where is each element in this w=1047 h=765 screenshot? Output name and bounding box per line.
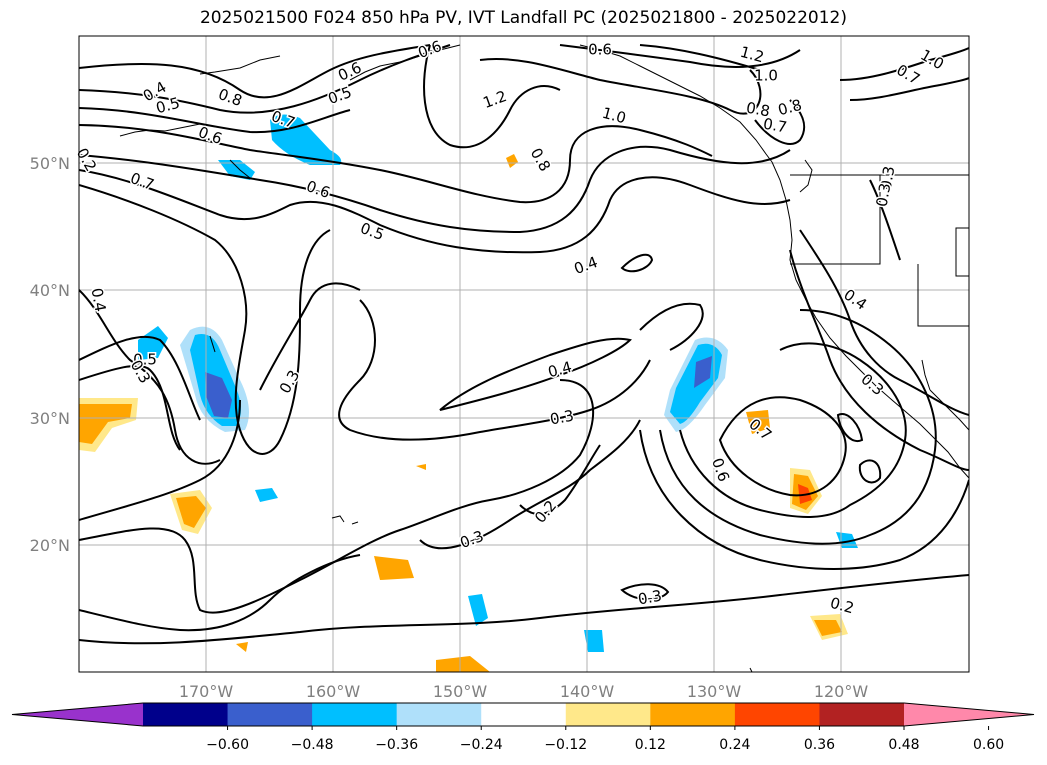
colorbar-extend-high <box>904 703 1034 726</box>
contour-label: 0.3 <box>877 165 899 192</box>
anomaly-patch <box>79 404 132 444</box>
anomaly-patch <box>746 410 770 434</box>
colorbar-swatch <box>734 703 820 726</box>
lat-label: 50°N <box>30 154 70 173</box>
colorbar-tick-label: −0.36 <box>375 737 418 753</box>
anomaly-patch <box>416 464 426 470</box>
colorbar-tick-label: 0.12 <box>635 737 666 753</box>
anomaly-patch <box>374 556 414 580</box>
colorbar-swatch <box>819 703 905 726</box>
anomaly-patch <box>436 656 490 672</box>
anomaly-patch <box>138 326 168 360</box>
longitude-labels: 170°W 160°W 150°W 140°W 130°W 120°W <box>179 682 869 701</box>
colorbar-outline <box>11 702 1035 727</box>
anomaly-patch <box>694 356 712 388</box>
colorbar-tick-label: −0.60 <box>206 737 249 753</box>
colorbar-swatch <box>227 703 313 726</box>
lon-label: 140°W <box>560 682 615 701</box>
anomaly-patch <box>270 114 342 165</box>
lon-label: 130°W <box>687 682 742 701</box>
colorbar: −0.60 −0.48 −0.36 −0.24 −0.12 0.12 0.24 0.36 0.4… <box>11 702 1035 753</box>
colorbar-tick-label: −0.12 <box>544 737 587 753</box>
colorbar-swatch <box>565 703 651 726</box>
colorbar-extend-low <box>12 703 143 726</box>
colorbar-tick-label: 0.36 <box>804 737 835 753</box>
anomaly-patch <box>506 154 518 168</box>
colorbar-tick-label: 0.48 <box>888 737 919 753</box>
contour-label: 1.0 <box>754 67 778 85</box>
lon-label: 150°W <box>433 682 488 701</box>
lon-label: 120°W <box>814 682 869 701</box>
colorbar-tick-label: 0.60 <box>973 737 1004 753</box>
colorbar-swatch <box>396 703 482 726</box>
anomaly-patch <box>468 594 488 626</box>
colorbar-swatch <box>143 703 229 726</box>
lat-label: 40°N <box>30 281 70 300</box>
coastlines <box>119 44 969 672</box>
contour-label: 0.3 <box>873 182 895 209</box>
anomaly-patch <box>584 630 604 652</box>
anomaly-patch <box>236 642 248 652</box>
lat-label: 20°N <box>30 536 70 555</box>
pv-contours <box>79 44 969 645</box>
colorbar-swatch <box>650 703 736 726</box>
colorbar-tick-label: −0.48 <box>291 737 334 753</box>
lat-label: 30°N <box>30 409 70 428</box>
colorbar-swatch <box>481 703 567 726</box>
colorbar-tick-label: −0.24 <box>460 737 503 753</box>
contour-label: 0.5 <box>133 351 157 369</box>
anomaly-patch <box>205 372 232 418</box>
lon-label: 160°W <box>306 682 361 701</box>
map-title: 2025021500 F024 850 hPa PV, IVT Landfall… <box>199 8 847 28</box>
anomaly-patch <box>814 620 842 636</box>
map-frame <box>78 35 970 673</box>
contour-label: 0.6 <box>588 41 612 59</box>
shaded-anomalies <box>79 114 858 672</box>
anomaly-patch <box>255 488 278 502</box>
lon-label: 170°W <box>179 682 234 701</box>
anomaly-patch <box>176 496 206 528</box>
colorbar-tick-label: 0.24 <box>719 737 750 753</box>
graticule <box>79 36 969 672</box>
latitude-labels: 50°N 40°N 30°N 20°N <box>30 154 70 555</box>
colorbar-swatch <box>312 703 398 726</box>
